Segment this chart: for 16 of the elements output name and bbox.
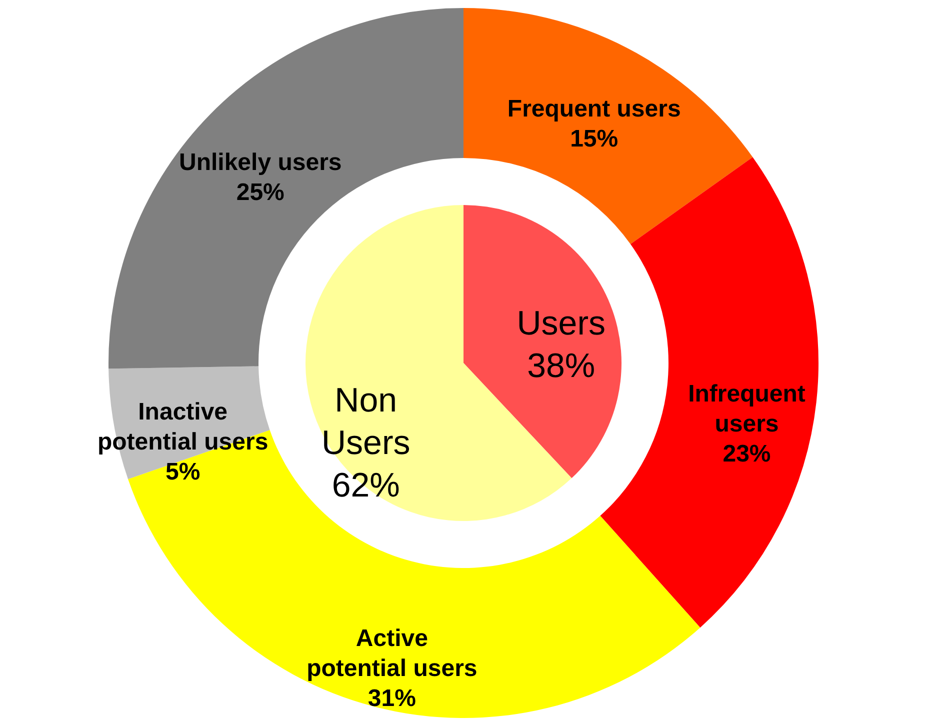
donut-slice — [108, 8, 464, 369]
slice-label: Infrequent users — [688, 380, 806, 438]
pie-slice — [464, 205, 622, 478]
slice-label: Non Users — [321, 382, 410, 462]
data-label: 62% — [332, 466, 400, 505]
slice-label: Unlikely users — [179, 149, 342, 176]
data-label: 25% — [236, 179, 284, 206]
donut-slice — [464, 8, 753, 244]
slice-label: Frequent users — [507, 96, 681, 123]
data-label: 15% — [570, 126, 618, 153]
data-label: 5% — [165, 458, 200, 486]
data-label: 31% — [368, 684, 416, 712]
slice-label: Users — [516, 304, 606, 342]
data-label: 38% — [527, 346, 596, 385]
data-label: 23% — [722, 440, 771, 468]
slice-label: Active potential users — [306, 624, 478, 682]
